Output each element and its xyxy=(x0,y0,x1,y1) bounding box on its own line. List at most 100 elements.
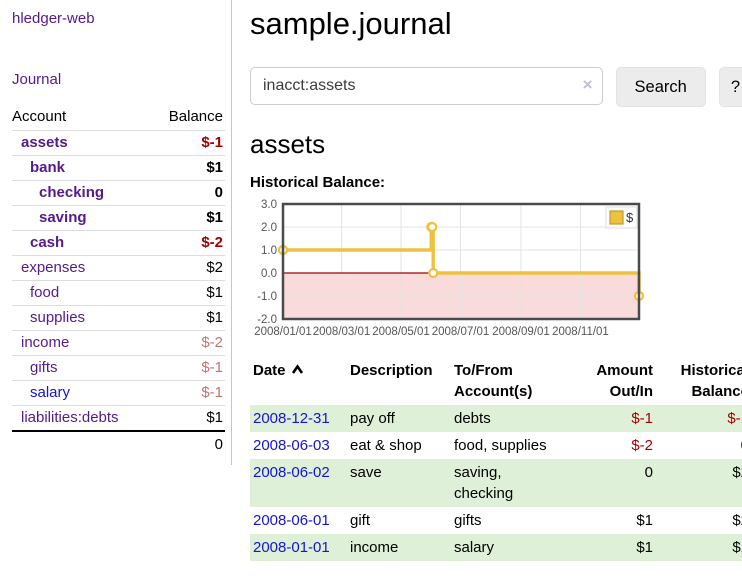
sidebar-account-row: saving $1 xyxy=(12,205,225,231)
account-column-header: Account xyxy=(12,108,67,125)
sidebar-account-link-cash[interactable]: cash xyxy=(30,234,65,251)
sidebar-account-link-checking[interactable]: checking xyxy=(39,184,105,201)
account-name-cell: food xyxy=(12,280,153,306)
brand-link[interactable]: hledger-web xyxy=(12,10,95,27)
data-point-marker xyxy=(427,221,438,233)
transaction-amount: $1 xyxy=(636,512,653,529)
search-button[interactable]: Search xyxy=(615,67,706,107)
sidebar-account-link-saving[interactable]: saving xyxy=(39,209,87,226)
total-spacer xyxy=(12,430,153,457)
account-balance-value: 0 xyxy=(152,180,225,206)
sidebar-account-row: liabilities:debts $1 xyxy=(12,405,225,431)
x-axis-tick-label: 2008/03/01 xyxy=(313,326,371,338)
sidebar-account-link-liabilities-debts[interactable]: liabilities:debts xyxy=(21,409,119,426)
sidebar-account-row: salary $-1 xyxy=(12,380,225,406)
transaction-balance: $1 xyxy=(732,539,742,556)
accounts-total-row: 0 xyxy=(12,430,225,457)
search-bar: × Search ? xyxy=(250,67,742,107)
sidebar-account-link-bank[interactable]: bank xyxy=(30,159,66,176)
account-balance-value: $-1 xyxy=(152,380,225,406)
total-balance-value: 0 xyxy=(152,430,225,457)
register-table: Date Description To/From Account(s) Amou… xyxy=(250,357,742,561)
account-name-cell: income xyxy=(12,330,153,356)
account-name-cell: salary xyxy=(12,380,153,406)
account-balance-value: $-2 xyxy=(152,230,225,256)
sidebar-account-row: bank $1 xyxy=(12,155,225,181)
x-axis-tick-label: 2008/09/01 xyxy=(492,326,550,338)
transaction-amount: $-2 xyxy=(631,437,653,454)
transaction-date-cell: 2008-06-03 xyxy=(250,432,347,459)
transaction-date-link[interactable]: 2008-06-01 xyxy=(253,512,330,529)
transaction-accounts: salary xyxy=(454,539,495,556)
sidebar-account-link-income[interactable]: income xyxy=(21,334,70,351)
x-axis-tick-label: 2008/11/01 xyxy=(552,326,609,338)
account-name-cell: assets xyxy=(12,130,153,156)
y-axis-tick-label: -2.0 xyxy=(257,314,277,326)
transaction-accounts: food, supplies xyxy=(454,437,547,454)
sidebar-account-link-expenses[interactable]: expenses xyxy=(21,259,86,276)
transaction-date-cell: 2008-01-01 xyxy=(250,534,347,561)
account-balance-value: $1 xyxy=(152,405,225,431)
x-axis-tick-label: 2008/01/01 xyxy=(254,326,312,338)
account-name-cell: supplies xyxy=(12,305,153,331)
account-balance-value: $2 xyxy=(152,255,225,281)
transaction-accounts: gifts xyxy=(454,512,482,529)
accounts-header-row: Account Balance xyxy=(12,104,225,131)
balance-column-header: Historical Balance xyxy=(680,362,742,400)
plot-border xyxy=(281,202,641,321)
sidebar-account-row: supplies $1 xyxy=(12,305,225,331)
transaction-amount: $1 xyxy=(636,539,653,556)
sidebar-item-journal[interactable]: Journal xyxy=(12,71,62,88)
transaction-date-cell: 2008-06-02 xyxy=(250,459,347,507)
register-row: 2008-06-02 save saving, checking 0 $2 xyxy=(250,459,742,507)
x-axis-tick-label: 2008/05/01 xyxy=(372,326,430,338)
sort-ascending-icon xyxy=(291,360,304,381)
transaction-amount: $-1 xyxy=(631,410,653,427)
transaction-date-link[interactable]: 2008-06-02 xyxy=(253,464,330,481)
account-name-cell: cash xyxy=(12,230,153,256)
register-row: 2008-01-01 income salary $1 $1 xyxy=(250,534,742,561)
y-axis-tick-label: -1.0 xyxy=(257,291,277,303)
main-content: sample.journal × Search ? assets Histori… xyxy=(232,0,742,561)
sidebar-account-link-salary[interactable]: salary xyxy=(30,384,71,401)
account-balance-value: $-1 xyxy=(152,130,225,156)
sidebar-account-link-assets[interactable]: assets xyxy=(21,134,68,151)
account-heading: assets xyxy=(250,129,326,159)
account-balance-value: $1 xyxy=(152,155,225,181)
register-row: 2008-06-03 eat & shop food, supplies $-20 xyxy=(250,432,742,459)
transaction-date-cell: 2008-06-01 xyxy=(250,507,347,534)
transaction-date-link[interactable]: 2008-06-03 xyxy=(253,437,330,454)
transaction-balance: $-1 xyxy=(727,410,742,427)
transaction-balance: 0 xyxy=(656,432,742,459)
account-name-cell: liabilities:debts xyxy=(12,405,153,431)
y-axis-tick-label: 0.0 xyxy=(261,268,277,280)
hledger-web-page: hledger-web Journal Account Balance asse… xyxy=(0,0,742,561)
transaction-date-link[interactable]: 2008-01-01 xyxy=(253,539,330,556)
help-button[interactable]: ? xyxy=(718,67,742,107)
sidebar-account-row: expenses $2 xyxy=(12,255,225,281)
account-balance-value: $-2 xyxy=(152,330,225,356)
search-input-wrap: × xyxy=(250,67,603,107)
page-title: sample.journal xyxy=(250,6,452,41)
account-name-cell: gifts xyxy=(12,355,153,381)
sidebar-account-link-supplies[interactable]: supplies xyxy=(30,309,86,326)
legend-swatch xyxy=(609,210,624,225)
accounts-table: Account Balance assets $-1 bank $1 checking 0… xyxy=(12,104,225,457)
transaction-description: save xyxy=(350,464,382,481)
transaction-description: gift xyxy=(350,512,371,529)
account-name-cell: expenses xyxy=(12,255,153,281)
sidebar-account-row: checking 0 xyxy=(12,180,225,206)
search-input[interactable] xyxy=(250,67,603,105)
sidebar: hledger-web Journal Account Balance asse… xyxy=(0,0,232,465)
date-column-header[interactable]: Date xyxy=(250,357,347,405)
sidebar-account-link-food[interactable]: food xyxy=(30,284,60,301)
transaction-amount: 0 xyxy=(644,464,653,481)
account-balance-value: $1 xyxy=(152,205,225,231)
sidebar-account-link-gifts[interactable]: gifts xyxy=(30,359,58,376)
transaction-date-link[interactable]: 2008-12-31 xyxy=(253,410,330,427)
register-row: 2008-06-01 gift gifts $1 $2 xyxy=(250,507,742,534)
transaction-description: pay off xyxy=(350,410,395,427)
sidebar-account-row: gifts $-1 xyxy=(12,355,225,381)
clear-search-icon[interactable]: × xyxy=(582,75,593,94)
